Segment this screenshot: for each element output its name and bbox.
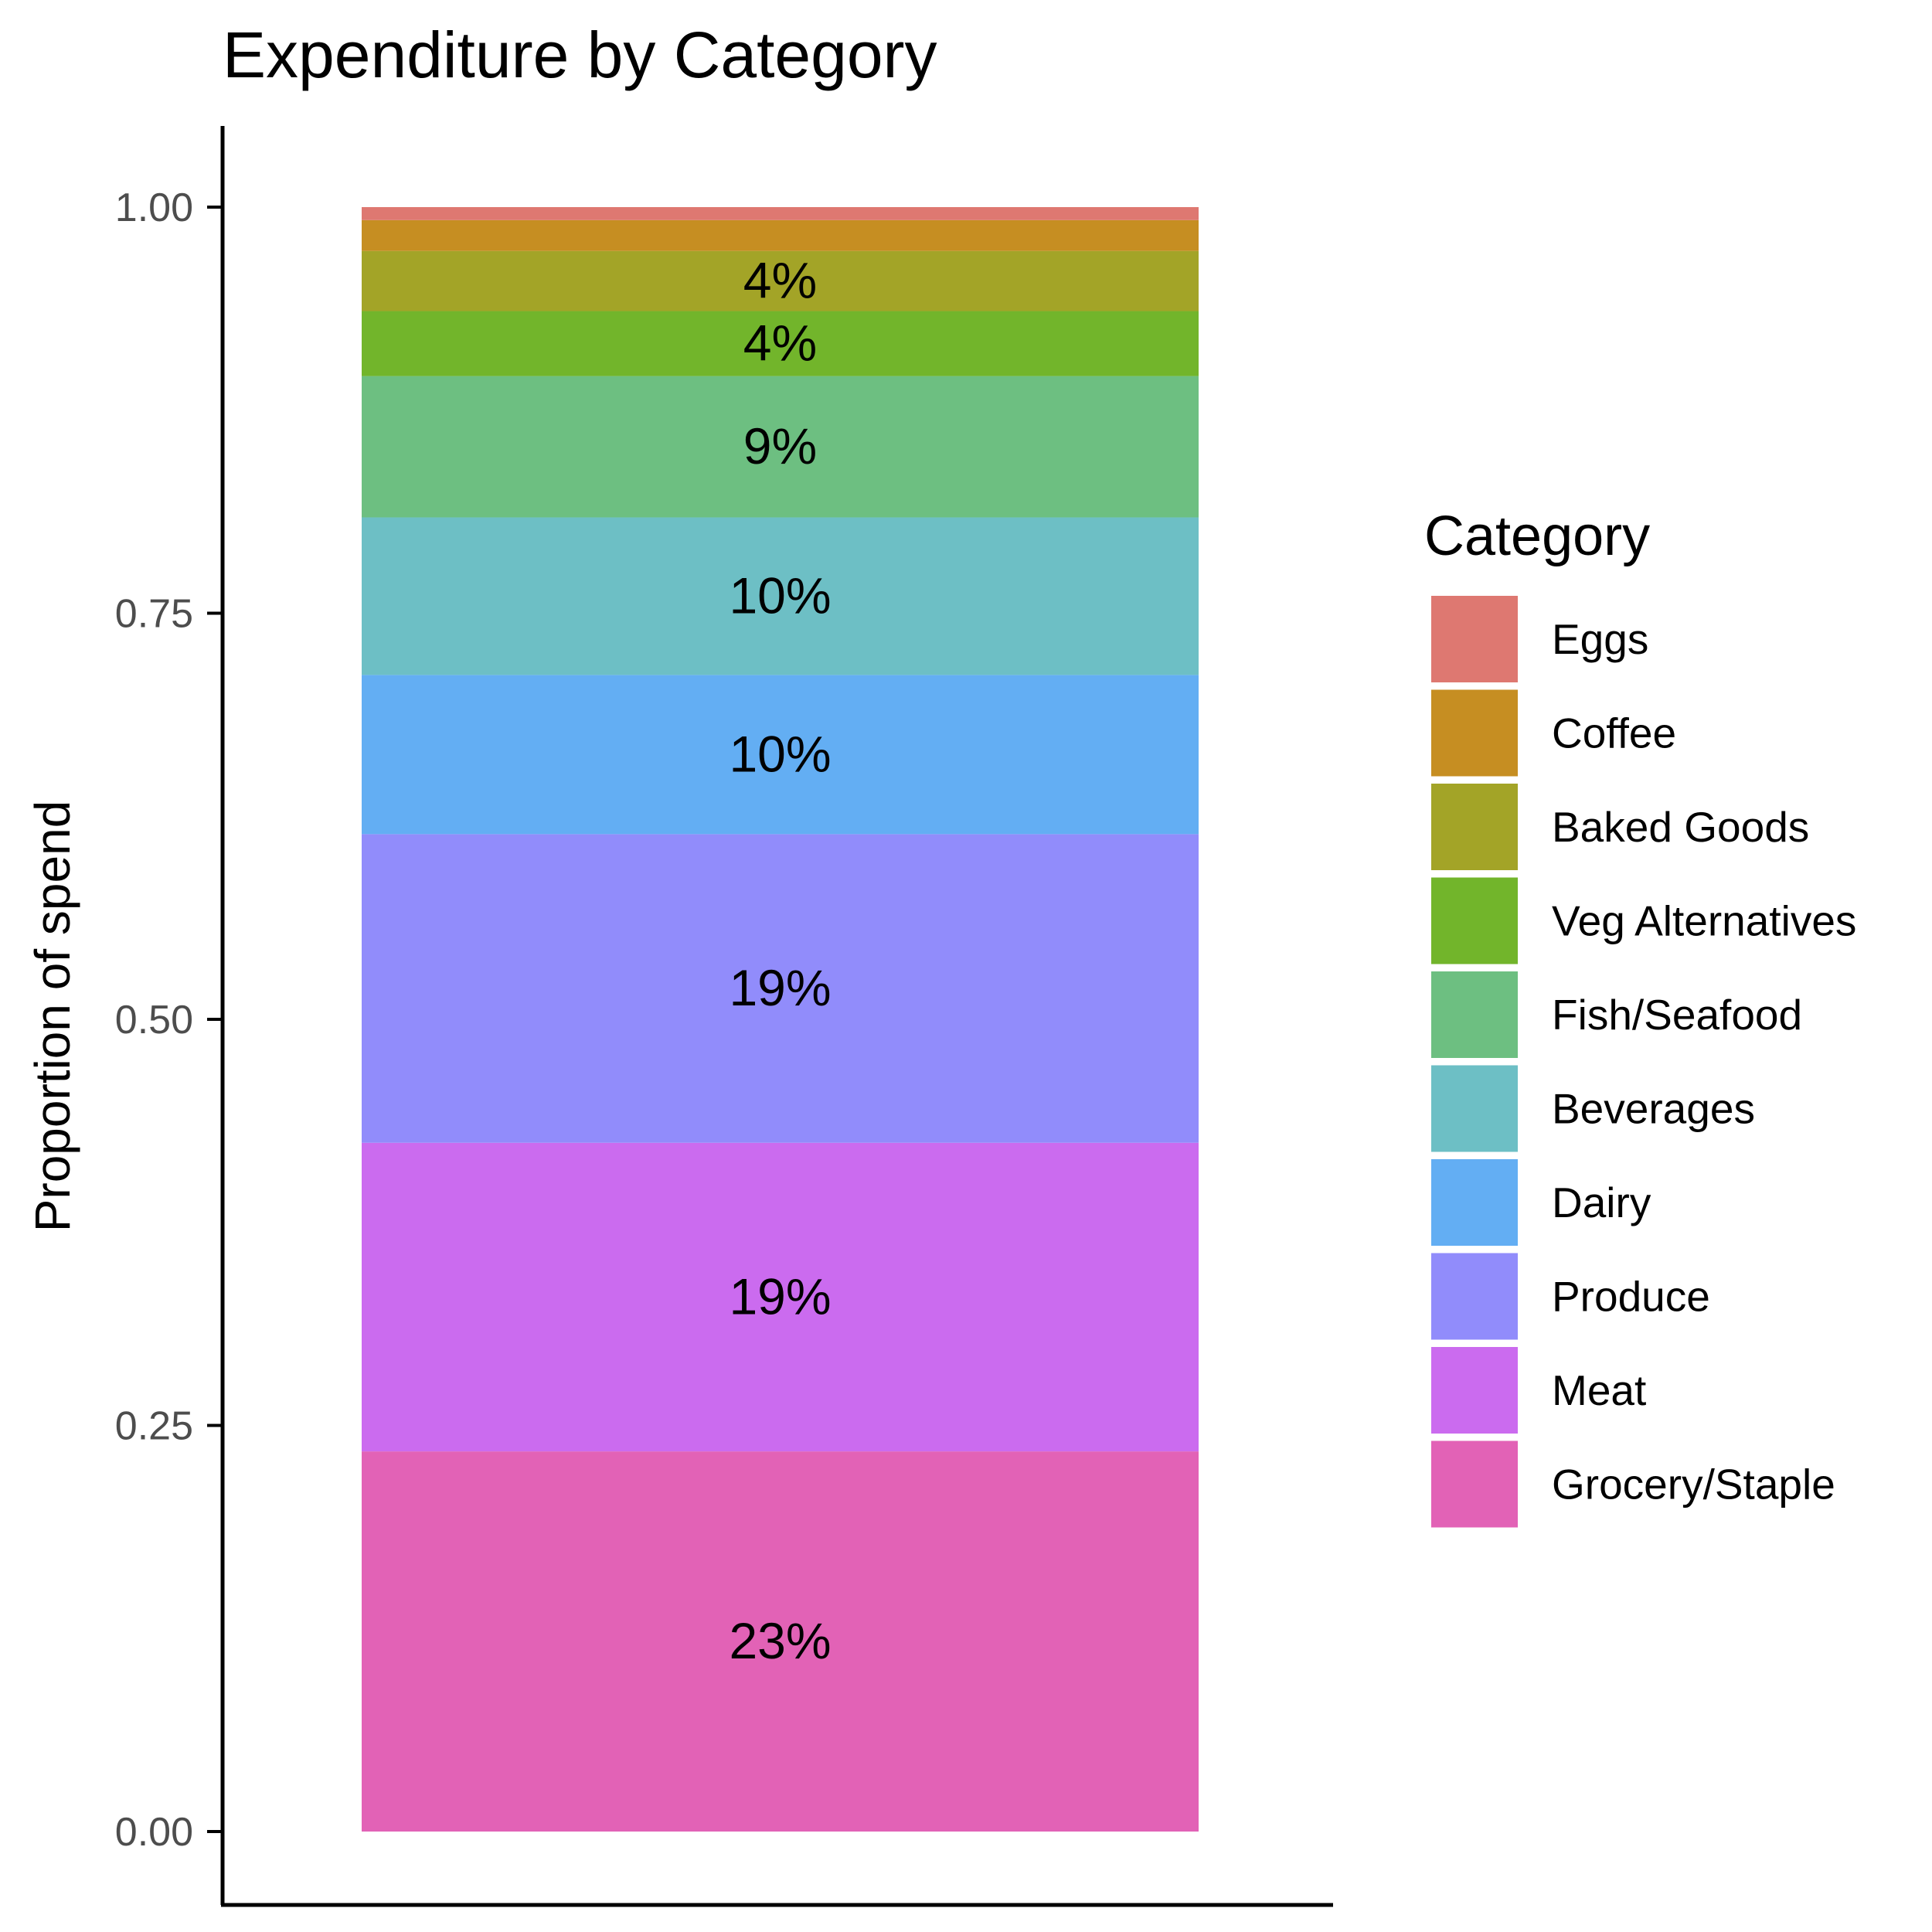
bar-segment xyxy=(362,219,1199,251)
legend-label: Fish/Seafood xyxy=(1552,991,1802,1039)
legend-label: Eggs xyxy=(1552,615,1648,663)
bar-segment xyxy=(362,207,1199,220)
bar-segment xyxy=(362,834,1199,1143)
legend-label: Produce xyxy=(1552,1273,1710,1321)
y-axis-label: Proportion of spend xyxy=(25,801,80,1233)
legend-key xyxy=(1431,1347,1518,1434)
bar-data-label: 10% xyxy=(729,566,831,624)
legend-key xyxy=(1431,971,1518,1058)
bar-segment xyxy=(362,376,1199,518)
legend-key xyxy=(1431,596,1518,682)
legend-key xyxy=(1431,1253,1518,1340)
legend-key xyxy=(1431,1440,1518,1528)
bar-segment xyxy=(362,1451,1199,1832)
y-tick-label: 1.00 xyxy=(115,185,193,230)
legend-label: Baked Goods xyxy=(1552,803,1809,851)
y-axis-ticks: 0.00 0.25 0.50 0.75 1.00 xyxy=(115,185,223,1855)
legend-key xyxy=(1431,877,1518,964)
y-tick-label: 0.25 xyxy=(115,1404,193,1449)
chart-title: Expenditure by Category xyxy=(223,19,937,91)
legend-key xyxy=(1431,1065,1518,1152)
legend: Eggs Coffee Baked Goods Veg Alternatives Fis… xyxy=(1431,596,1856,1528)
bar-data-label: 19% xyxy=(729,959,831,1016)
bar-segment xyxy=(362,250,1199,311)
legend-label: Coffee xyxy=(1552,709,1676,757)
y-tick-label: 0.00 xyxy=(115,1810,193,1855)
y-tick-label: 0.50 xyxy=(115,998,193,1043)
legend-key xyxy=(1431,1159,1518,1246)
bar-segment xyxy=(362,1142,1199,1452)
bar-data-label: 9% xyxy=(743,417,817,474)
legend-key xyxy=(1431,689,1518,777)
bar-data-label: 19% xyxy=(729,1267,831,1325)
bar-segments xyxy=(362,207,1199,1832)
legend-label: Veg Alternatives xyxy=(1552,897,1856,945)
bar-data-label: 4% xyxy=(743,252,817,309)
bar-segment xyxy=(362,311,1199,376)
bar-labels: 23% 19% 19% 10% 10% 9% 4% 4% xyxy=(729,252,831,1669)
legend-label: Grocery/Staple xyxy=(1552,1461,1835,1509)
y-tick-label: 0.75 xyxy=(115,592,193,637)
bar-data-label: 4% xyxy=(743,315,817,372)
legend-key xyxy=(1431,784,1518,870)
bar-segment xyxy=(362,675,1199,835)
bar-data-label: 10% xyxy=(729,725,831,782)
legend-label: Dairy xyxy=(1552,1179,1651,1226)
legend-title: Category xyxy=(1424,505,1650,567)
legend-label: Beverages xyxy=(1552,1085,1755,1133)
legend-label: Meat xyxy=(1552,1366,1646,1414)
bar-data-label: 23% xyxy=(729,1612,831,1669)
bar-segment xyxy=(362,517,1199,675)
